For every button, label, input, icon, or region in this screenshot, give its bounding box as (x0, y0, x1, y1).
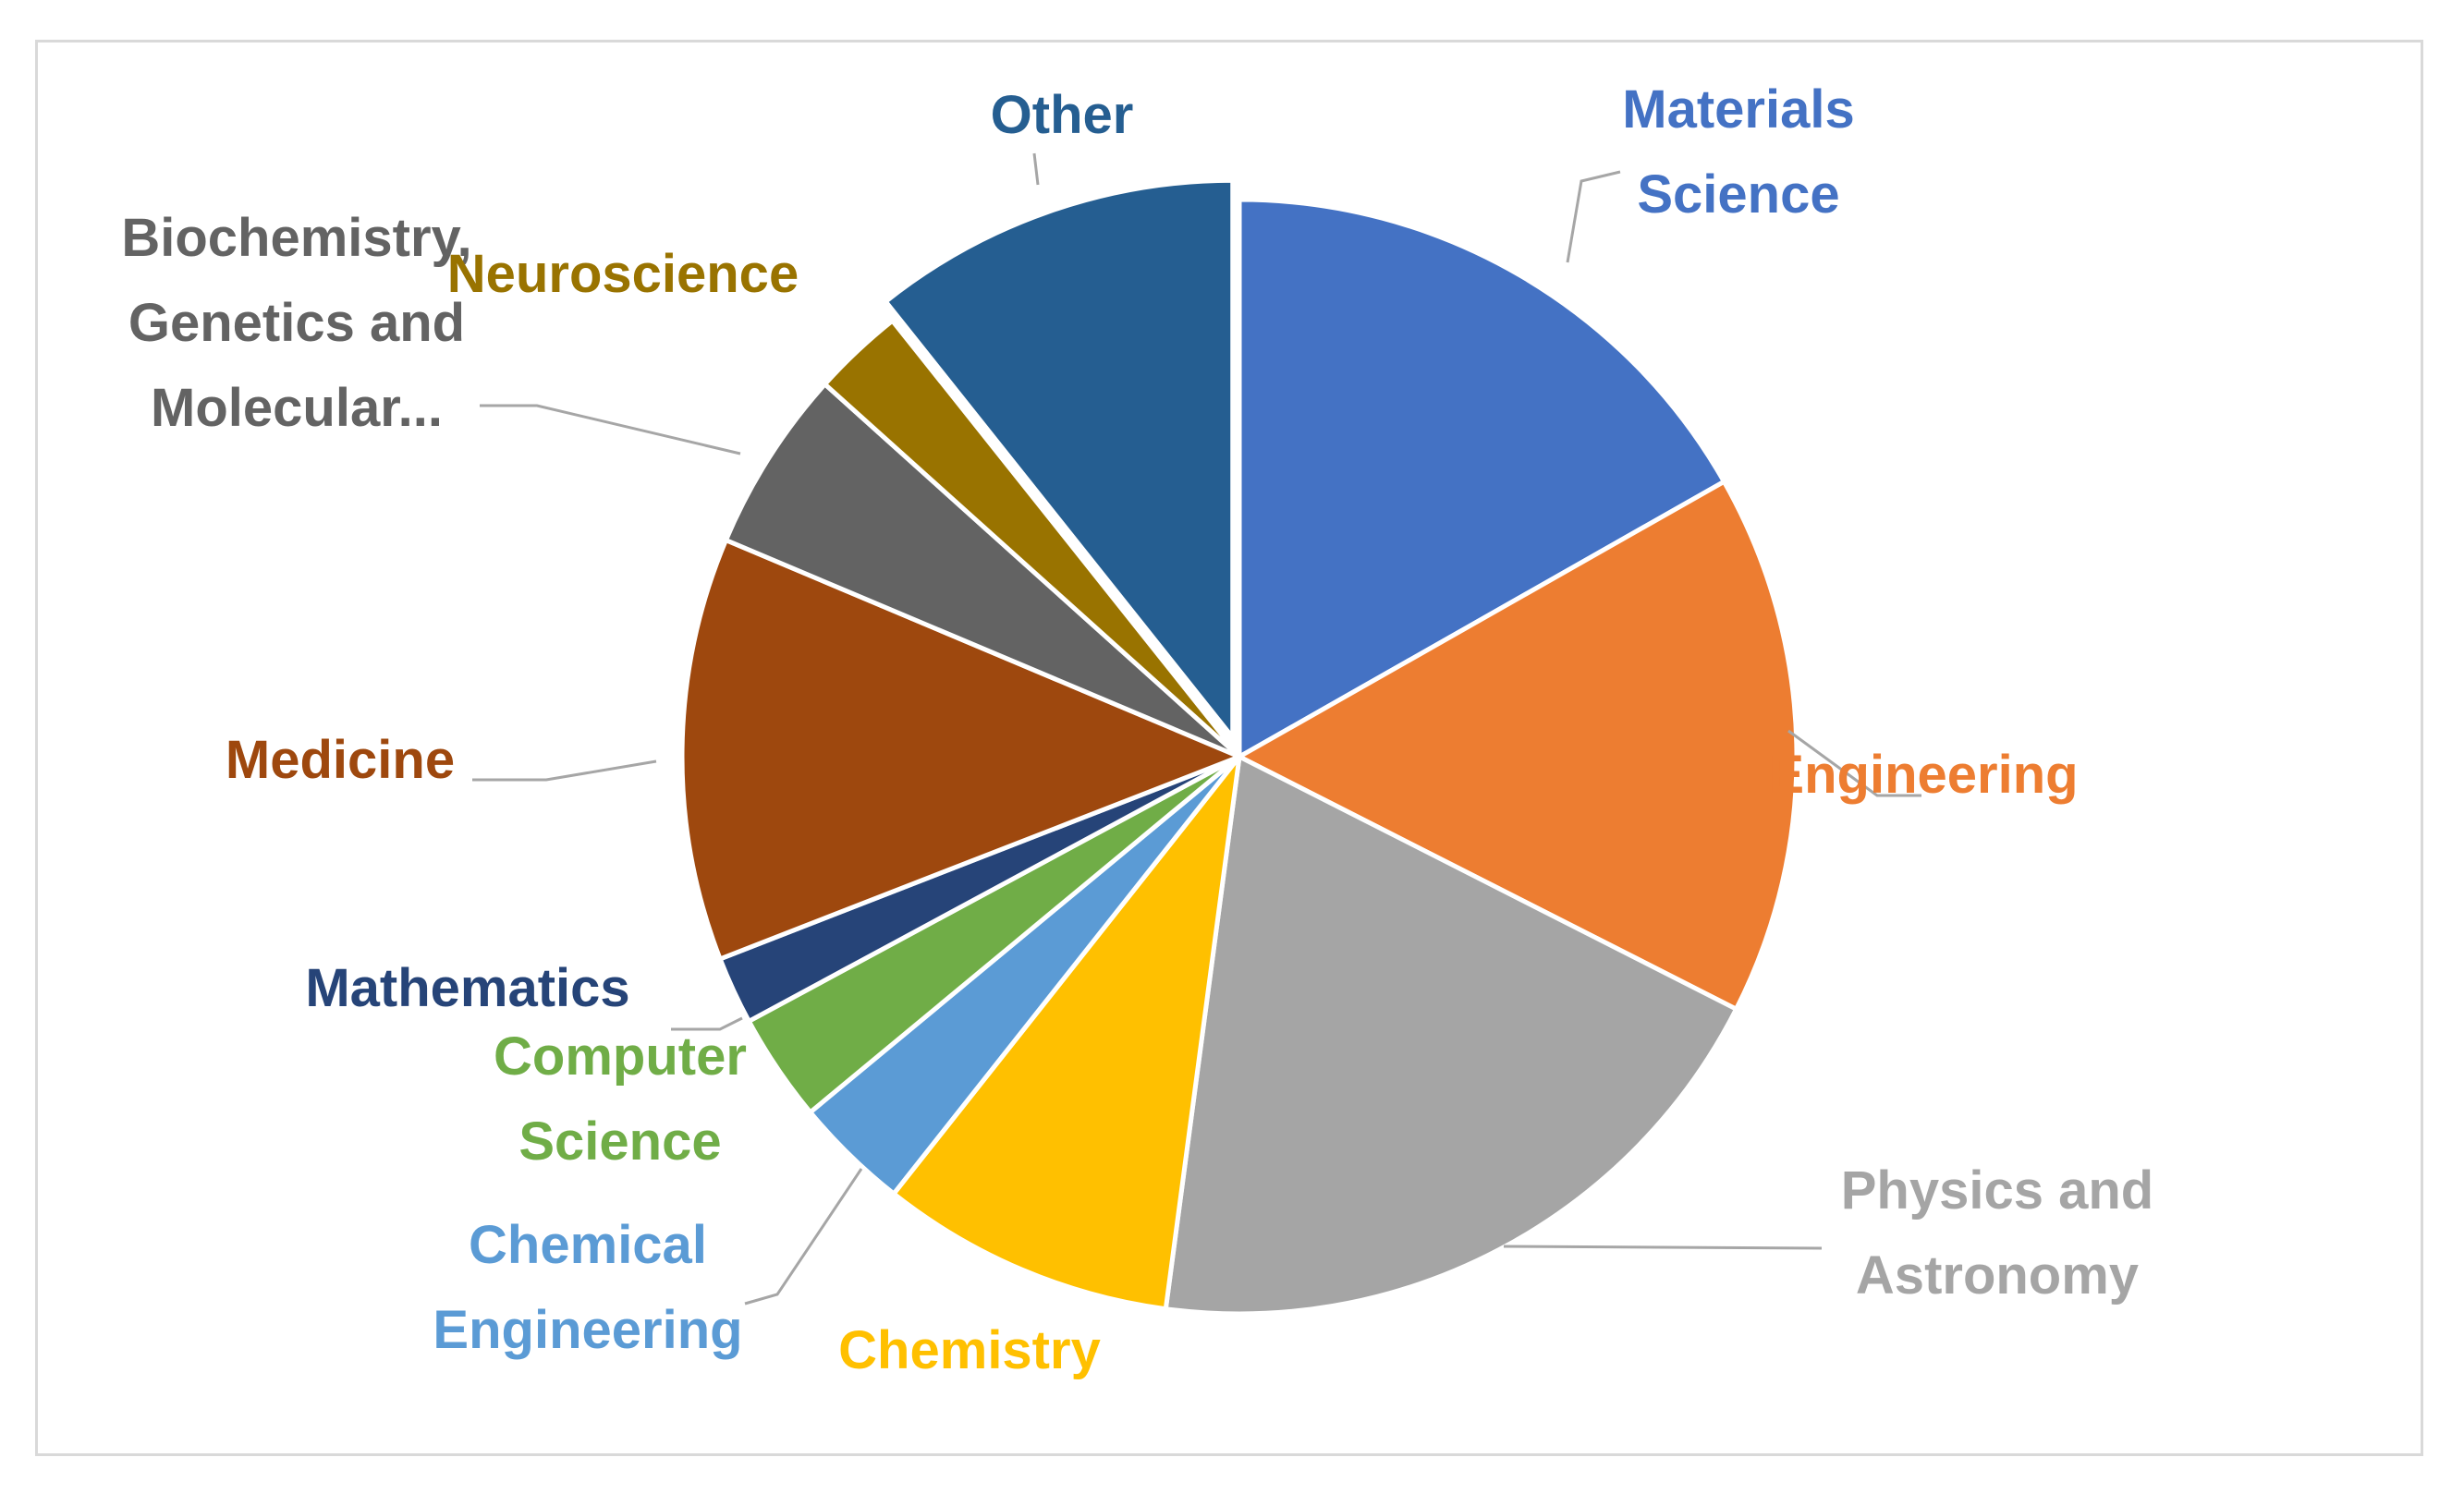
slice-label-materials-science: Materials Science (1622, 79, 1854, 225)
slice-labels: Materials Science Engineering Physics and As… (121, 79, 2153, 1380)
slice-label-line: Molecular... (151, 378, 443, 438)
leader-line-biochemistry-genetics-and-molecular (480, 404, 741, 455)
slice-label-physics-and-astronomy: Physics and Astronomy (1841, 1160, 2153, 1306)
leader-line-engineering (1787, 729, 1921, 797)
slice-label-line: Science (1637, 164, 1839, 225)
slice-label-line: Neuroscience (447, 244, 799, 304)
pie-slices (679, 177, 1799, 1317)
chart-frame: Materials Science Engineering Physics and As… (35, 40, 2423, 1456)
leader-line-chemical-engineering (744, 1168, 863, 1306)
slice-label-line: Engineering (433, 1300, 742, 1360)
pie-chart: Materials Science Engineering Physics and As… (121, 79, 2153, 1380)
pie-slice-medicine (679, 538, 1242, 962)
leader-line-other (1032, 152, 1040, 186)
leader-line-medicine (472, 759, 657, 782)
slice-label-line: Astronomy (1856, 1245, 2139, 1306)
leader-line-materials-science (1566, 170, 1621, 263)
leader-lines (472, 152, 1921, 1306)
slice-label-line: Science (518, 1111, 721, 1172)
slice-label-line: Medicine (226, 730, 455, 790)
slice-label-chemistry: Chemistry (838, 1320, 1101, 1380)
pie-slice-biochemistry-genetics-and-molecular (723, 382, 1242, 759)
slice-label-line: Chemical (469, 1215, 707, 1275)
pie-slice-materials-science (1237, 197, 1726, 759)
pie-slice-engineering (1237, 479, 1799, 1012)
slice-label-line: Mathematics (305, 958, 629, 1018)
slice-label-medicine: Medicine (226, 730, 455, 790)
pie-slice-chemistry (891, 754, 1242, 1312)
slice-label-biochemistry-genetics-and-molecular: Biochemistry, Genetics and Molecular... (121, 208, 471, 438)
leader-line-physics-and-astronomy (1503, 1245, 1823, 1250)
slice-label-line: Other (991, 85, 1134, 145)
slice-label-line: Genetics and (128, 293, 465, 353)
slice-label-line: Engineering (1768, 745, 2078, 805)
slice-label-computer-science: Computer Science (494, 1026, 747, 1172)
pie-slice-neuroscience (823, 318, 1242, 759)
slice-label-neuroscience: Neuroscience (447, 244, 799, 304)
slice-label-line: Chemistry (838, 1320, 1101, 1380)
slice-label-mathematics: Mathematics (305, 958, 629, 1018)
leader-line-mathematics (671, 1016, 743, 1031)
pie-slice-physics-and-astronomy (1163, 754, 1739, 1317)
slice-label-other: Other (991, 85, 1134, 145)
slice-label-line: Materials (1622, 79, 1854, 140)
slice-label-chemical-engineering: Chemical Engineering (433, 1215, 742, 1360)
slice-label-line: Physics and (1841, 1160, 2153, 1221)
slice-label-line: Biochemistry, (121, 208, 471, 268)
slice-label-line: Computer (494, 1026, 747, 1087)
pie-slice-other (883, 177, 1236, 740)
slice-label-engineering: Engineering (1768, 745, 2078, 805)
